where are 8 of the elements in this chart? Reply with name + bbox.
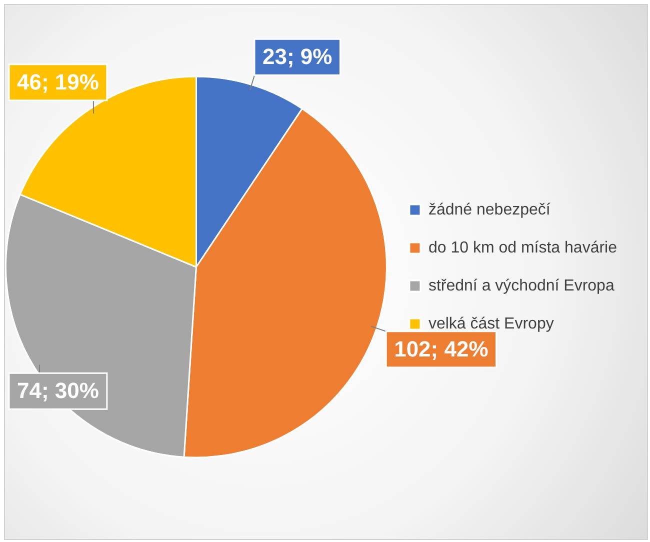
legend-label: žádné nebezpečí bbox=[428, 201, 551, 218]
data-label: 102; 42% bbox=[394, 336, 488, 362]
data-label: 46; 19% bbox=[16, 69, 99, 94]
data-label: 23; 9% bbox=[262, 44, 332, 70]
legend-label: do 10 km od místa havárie bbox=[428, 239, 618, 256]
data-label: 74; 30% bbox=[16, 378, 99, 404]
legend-label: střední a východní Evropa bbox=[428, 277, 614, 294]
legend-label: velká část Evropy bbox=[428, 315, 554, 332]
